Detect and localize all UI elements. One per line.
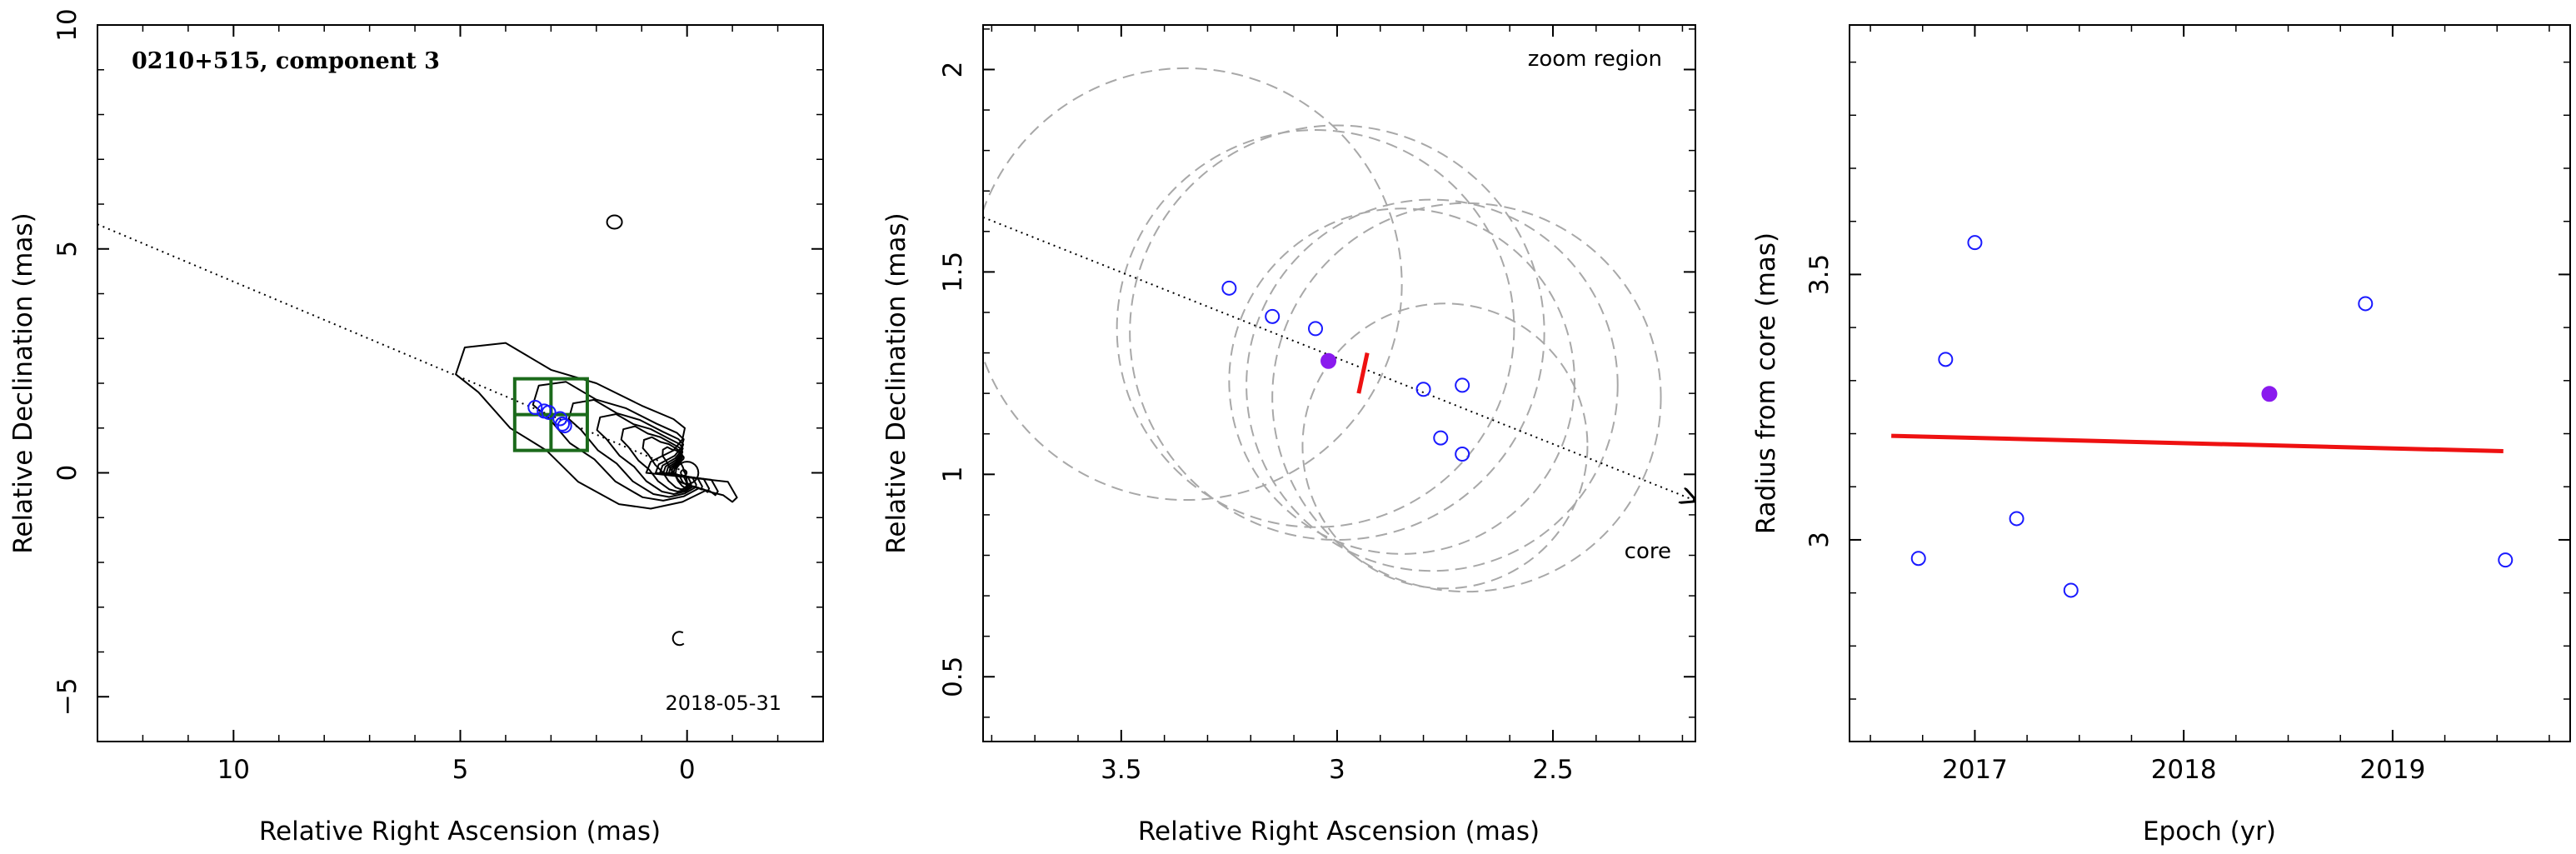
- radius-xtick-label: 2017: [1942, 755, 2008, 785]
- contour-map: [455, 342, 738, 510]
- map-xtick-label: 0: [679, 755, 696, 785]
- component-marker: [1455, 377, 1470, 393]
- contour-level: [675, 461, 700, 485]
- radius-marker: [2358, 296, 2374, 312]
- jet-axis-arrow: [983, 216, 1695, 501]
- radius-xtick-label: 2019: [2359, 755, 2425, 785]
- map-panel: 10 5 0 −5 0 5 10 0210+515, component 3 2018-05…: [8, 8, 824, 847]
- contour-level: [620, 425, 697, 492]
- radius-ylabel: Radius from core (mas): [1751, 232, 1781, 534]
- contour-level: [596, 413, 703, 495]
- contour-level: [455, 342, 738, 510]
- zoom-ytick-label: 0.5: [938, 657, 968, 697]
- isolated-component: [606, 214, 623, 230]
- core-contour: [680, 469, 688, 477]
- zoom-xlabel: Relative Right Ascension (mas): [1138, 817, 1540, 847]
- contour-level: [532, 381, 719, 502]
- component-marker: [554, 416, 570, 432]
- radius-ytick-label: 3.5: [1805, 254, 1835, 295]
- zoom-ylabel: Relative Declination (mas): [881, 212, 911, 554]
- map-xtick-label: 5: [452, 755, 469, 785]
- map-ytick-label: 0: [52, 465, 82, 482]
- radius-panel: 2017 2018 2019 3 3.5 Epoch (yr) Radius from …: [1751, 24, 2571, 847]
- zoom-ytick-label: 2: [938, 62, 968, 78]
- radius-xlabel: Epoch (yr): [2143, 817, 2276, 847]
- error-circle: [1301, 302, 1589, 590]
- radius-plot-area: [1891, 235, 2514, 598]
- map-ticks: 10 5 0 −5 0 5 10: [52, 8, 823, 785]
- component-marker: [1415, 382, 1431, 397]
- isolated-component: [671, 631, 685, 647]
- zoom-ytick-label: 1: [938, 466, 968, 482]
- radius-ticks: 2017 2018 2019 3 3.5: [1805, 25, 2570, 785]
- zoom-xtick-label: 3.5: [1101, 755, 1141, 785]
- error-circle: [983, 67, 1403, 501]
- fit-segment: [1356, 352, 1370, 394]
- zoom-plot-area: [983, 67, 1695, 593]
- radius-marker: [1938, 352, 1954, 367]
- zoom-region-label: zoom region: [1528, 47, 1662, 72]
- fit-line: [1891, 433, 2504, 454]
- component-marker: [1455, 447, 1470, 462]
- radius-marker: [2009, 511, 2024, 527]
- map-ytick-label: 10: [52, 8, 82, 41]
- zoom-frame: [982, 24, 1696, 742]
- zoom-xtick-label: 2.5: [1532, 755, 1573, 785]
- radius-marker: [1967, 235, 1983, 251]
- component-marker: [1265, 308, 1281, 324]
- map-ylabel: Relative Declination (mas): [8, 212, 38, 554]
- map-title: 0210+515, component 3: [132, 48, 440, 74]
- map-ytick-label: −5: [52, 677, 82, 716]
- radius-marker: [2498, 552, 2514, 568]
- component-marker: [1308, 321, 1323, 337]
- zoom-panel: 3.5 3 2.5 0.5 1 1.5 2 zoom region core Relativ…: [881, 24, 1696, 847]
- map-xtick-label: 10: [217, 755, 250, 785]
- radius-frame: [1849, 24, 2571, 742]
- map-date-label: 2018-05-31: [666, 692, 781, 715]
- radius-marker: [2063, 582, 2079, 598]
- component-marker: [1221, 280, 1237, 296]
- map-ytick-label: 5: [52, 241, 82, 257]
- error-circle: [1271, 202, 1662, 593]
- error-circle: [1116, 129, 1515, 528]
- current-epoch-marker: [2261, 386, 2278, 402]
- map-xlabel: Relative Right Ascension (mas): [259, 817, 661, 847]
- error-circle: [1228, 207, 1575, 555]
- zoom-ticks: 3.5 3 2.5 0.5 1 1.5 2: [938, 25, 1695, 785]
- core-label: core: [1625, 539, 1671, 564]
- error-circle: [1246, 198, 1619, 572]
- component-marker: [1433, 430, 1449, 446]
- contour-level: [567, 398, 711, 498]
- map-plot-area: [97, 214, 738, 647]
- map-frame: [97, 24, 824, 742]
- radius-ytick-label: 3: [1805, 532, 1835, 548]
- zoom-ytick-label: 1.5: [938, 252, 968, 292]
- jet-axis-line: [97, 223, 688, 474]
- zoom-xtick-label: 3: [1329, 755, 1345, 785]
- radius-xtick-label: 2018: [2151, 755, 2217, 785]
- component-marker: [557, 418, 572, 434]
- component-marker: [527, 400, 543, 416]
- map-marks: [97, 214, 688, 647]
- radius-marker: [1910, 551, 1926, 567]
- current-epoch-marker: [1320, 352, 1337, 369]
- error-circle: [1129, 124, 1545, 541]
- component-marker: [541, 404, 557, 420]
